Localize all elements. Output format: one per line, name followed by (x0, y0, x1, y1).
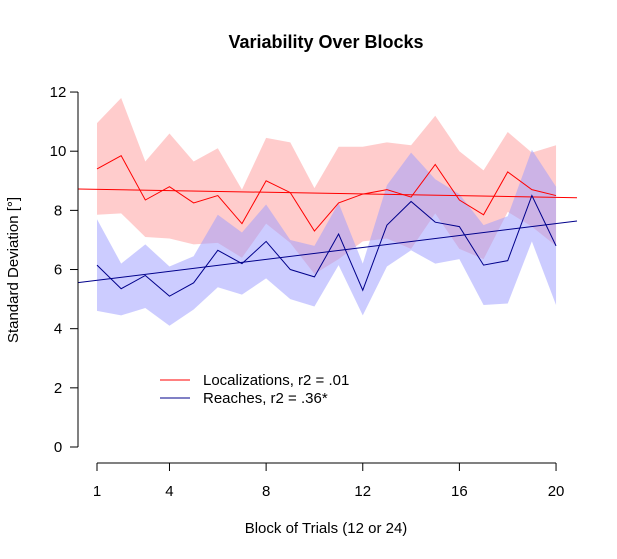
y-axis-ticks: 0 2 4 6 8 10 12 (50, 84, 78, 456)
reaches-trend-line (77, 220, 578, 284)
x-tick-label: 12 (354, 483, 371, 500)
x-tick-label: 8 (262, 483, 270, 500)
reaches-line (96, 194, 557, 297)
x-tick-label: 16 (451, 483, 468, 500)
reaches-band (97, 149, 557, 326)
y-tick-label: 12 (50, 84, 67, 101)
legend-label-localizations: Localizations, r2 = .01 (203, 372, 349, 389)
x-axis-label: Block of Trials (12 or 24) (245, 520, 408, 537)
chart-title: Variability Over Blocks (228, 32, 423, 52)
y-tick-label: 4 (54, 321, 62, 338)
y-axis-label: Standard Deviation [°] (5, 197, 22, 343)
x-tick-label: 20 (548, 483, 565, 500)
y-tick-label: 0 (54, 439, 62, 456)
x-tick-label: 4 (165, 483, 173, 500)
localizations-line (96, 154, 557, 232)
y-tick-label: 2 (54, 380, 62, 397)
confidence-bands (97, 97, 557, 326)
series-lines (96, 154, 557, 297)
x-tick-label: 1 (93, 483, 101, 500)
y-tick-label: 6 (54, 262, 62, 279)
y-tick-label: 10 (50, 143, 67, 160)
y-tick-label: 8 (54, 202, 62, 219)
legend-label-reaches: Reaches, r2 = .36* (203, 390, 328, 407)
x-axis-ticks: 1 4 8 12 16 20 (93, 463, 565, 500)
legend: Localizations, r2 = .01 Reaches, r2 = .3… (160, 372, 349, 407)
